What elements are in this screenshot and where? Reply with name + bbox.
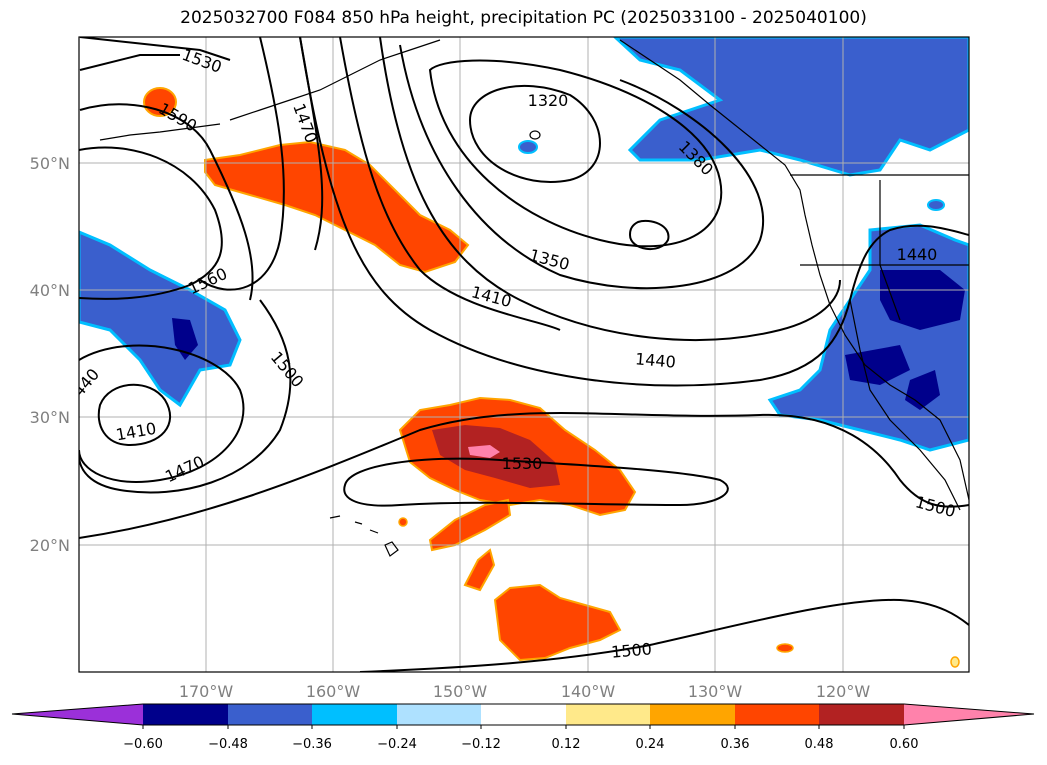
colorbar-tick-label: 0.60 xyxy=(890,737,919,752)
map-title: 2025032700 F084 850 hPa height, precipit… xyxy=(180,8,867,28)
blue-spot-gulf xyxy=(518,140,538,154)
lat-label-20n: 20°N xyxy=(30,536,70,555)
lon-label-170w: 170°W xyxy=(179,682,234,701)
colorbar-tick-label: 0.36 xyxy=(721,737,750,752)
lon-label-160w: 160°W xyxy=(306,682,361,701)
blue-spot-canada xyxy=(927,199,945,211)
longitude-labels: 170°W 160°W 150°W 140°W 130°W 120°W xyxy=(179,682,871,701)
colorbar-ticks xyxy=(142,725,905,729)
colorbar-segment xyxy=(481,704,566,725)
lon-label-120w: 120°W xyxy=(816,682,871,701)
darkblue-region-west-us xyxy=(880,270,965,330)
colorbar-segment xyxy=(228,704,312,725)
orange-spot-se2 xyxy=(950,656,960,668)
colorbar-tick-label: −0.48 xyxy=(208,737,248,752)
colorbar-segment xyxy=(904,704,1034,725)
orange-streak-1 xyxy=(428,498,512,552)
blue-region-alaska xyxy=(612,37,969,177)
precip-fields xyxy=(79,37,969,668)
orange-spot-hawaii xyxy=(398,517,408,527)
map-frame xyxy=(78,36,970,673)
orange-region-south xyxy=(493,583,622,662)
orange-streak-2 xyxy=(463,548,496,592)
lon-label-150w: 150°W xyxy=(433,682,488,701)
colorbar-segment xyxy=(819,704,904,725)
pink-region-subtropics xyxy=(468,445,500,458)
colorbar-segment xyxy=(312,704,397,725)
colorbar-segment xyxy=(566,704,650,725)
lat-label-30n: 30°N xyxy=(30,408,70,427)
colorbar-tick-label: −0.12 xyxy=(461,737,501,752)
contour-label: 1530 xyxy=(502,454,543,473)
colorbar-tick-label: 0.24 xyxy=(636,737,665,752)
colorbar-segment xyxy=(143,704,228,725)
contour-label: 1500 xyxy=(610,639,652,661)
contour-label: 1440 xyxy=(897,245,938,264)
coastlines xyxy=(99,39,969,557)
latitude-labels: 50°N 40°N 30°N 20°N xyxy=(30,154,70,555)
contour-label: 1440 xyxy=(634,349,676,371)
lat-label-50n: 50°N xyxy=(30,154,70,173)
lon-label-140w: 140°W xyxy=(561,682,616,701)
darkblue-region-mexico xyxy=(905,370,940,410)
lat-label-40n: 40°N xyxy=(30,281,70,300)
contour-label: 1320 xyxy=(528,91,569,110)
height-contours xyxy=(79,37,969,672)
colorbar: −0.60 −0.48 −0.36 −0.24 −0.12 0.12 0.24 … xyxy=(11,703,1035,752)
colorbar-segment xyxy=(735,704,819,725)
orange-spot-se xyxy=(776,643,794,653)
colorbar-tick-label: −0.36 xyxy=(292,737,332,752)
colorbar-tick-label: 0.12 xyxy=(552,737,581,752)
lon-label-130w: 130°W xyxy=(688,682,743,701)
colorbar-tick-label: 0.48 xyxy=(805,737,834,752)
blue-region-west-pacific xyxy=(79,230,242,408)
red-region-subtropics xyxy=(432,425,560,488)
colorbar-tick-label: −0.24 xyxy=(377,737,417,752)
colorbar-segment xyxy=(12,704,143,725)
contour-labels: 1530 1590 1470 1320 1380 1350 1410 1440 … xyxy=(79,45,958,662)
colorbar-segment xyxy=(397,704,481,725)
colorbar-tick-label: −0.60 xyxy=(123,737,163,752)
colorbar-segment xyxy=(650,704,735,725)
graticule xyxy=(79,37,969,672)
